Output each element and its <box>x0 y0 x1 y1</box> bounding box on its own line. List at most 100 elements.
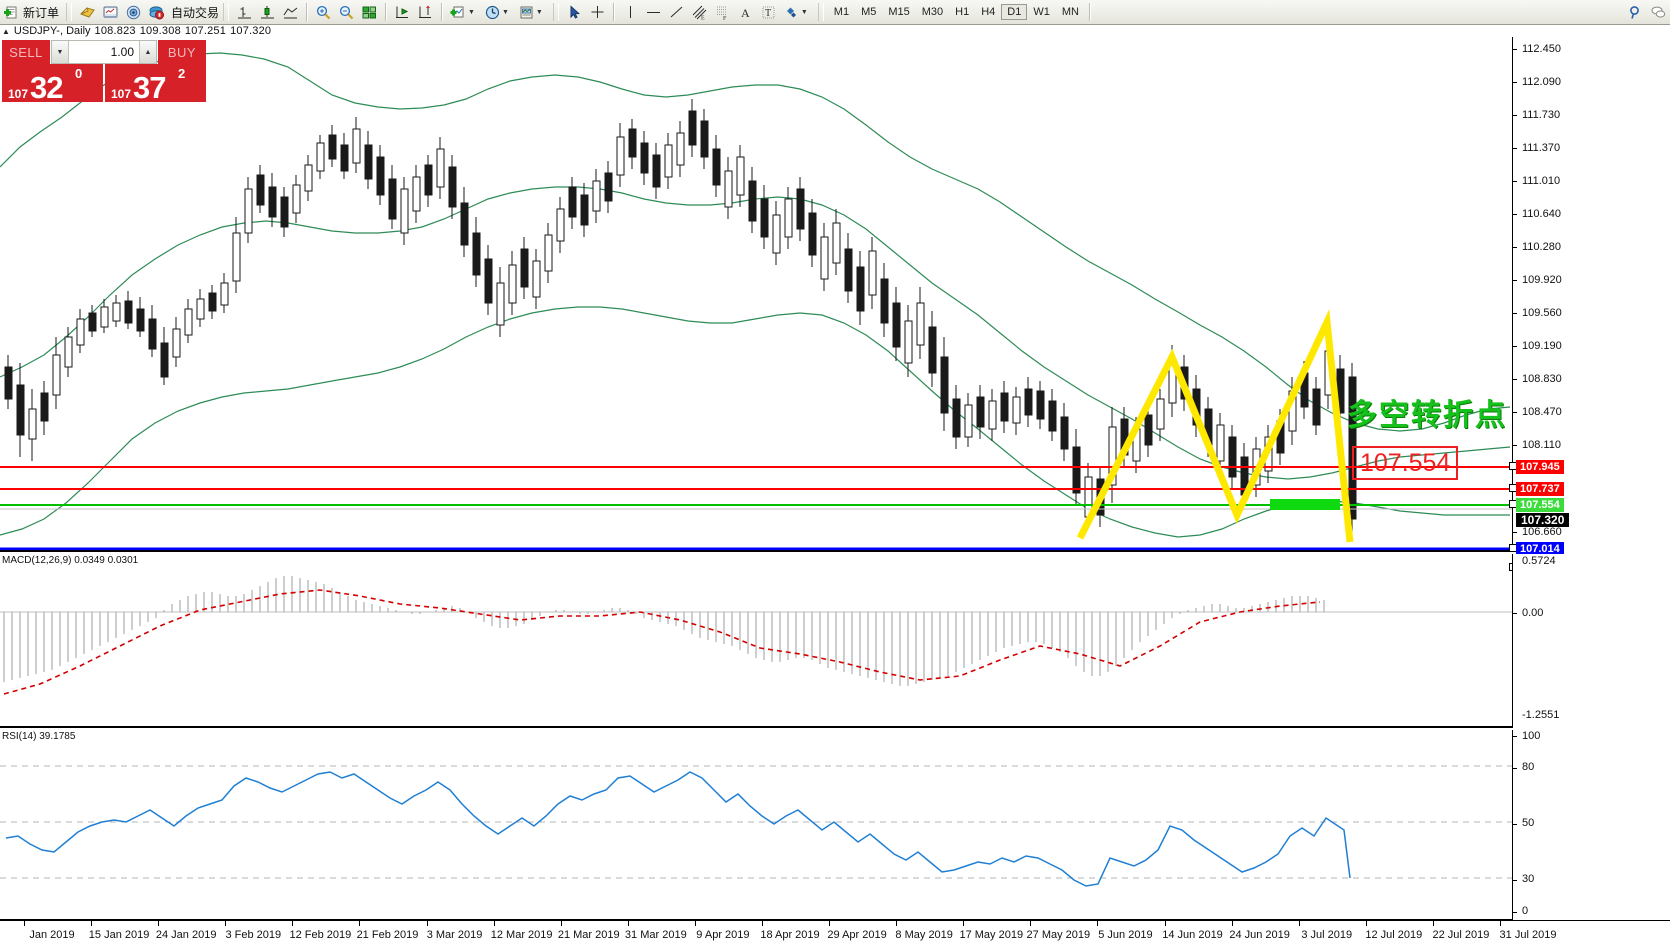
price-tick-108470: 108.470 <box>1522 406 1562 418</box>
bar-chart-button[interactable] <box>233 1 256 23</box>
cursor-button[interactable] <box>563 1 586 23</box>
candlestick-icon <box>259 4 276 21</box>
svg-text:F: F <box>723 16 727 21</box>
price-tick-106660: 106.660 <box>1522 526 1562 538</box>
timeframe-h1[interactable]: H1 <box>955 6 970 18</box>
toolbar-sep-2 <box>385 3 388 21</box>
periods-caret-icon[interactable]: ▼ <box>501 8 509 16</box>
fibonacci-icon: F <box>714 4 731 21</box>
timeframe-m15[interactable]: M15 <box>888 6 910 18</box>
sell-button[interactable]: SELL <box>2 40 50 64</box>
arrows-caret-icon[interactable]: ▼ <box>800 8 808 16</box>
line-chart-button[interactable] <box>279 1 302 23</box>
auto-scroll-button[interactable] <box>391 1 414 23</box>
date-label-21: 22 Jul 2019 <box>1432 929 1490 941</box>
market-watch-button[interactable] <box>99 1 122 23</box>
price-tick-109920: 109.920 <box>1522 274 1562 286</box>
date-tick-20 <box>1365 921 1367 926</box>
fibonacci-button[interactable]: F <box>711 1 734 23</box>
support-level-green-badge[interactable]: 107.554 <box>1516 498 1564 512</box>
indicators-button[interactable]: ▼ <box>447 1 481 23</box>
zoom-out-button[interactable] <box>335 1 358 23</box>
buy-price-display[interactable]: 107 37 2 <box>105 64 206 105</box>
candlestick-button[interactable] <box>256 1 279 23</box>
periods-button[interactable]: ▼ <box>481 1 515 23</box>
date-tick-1 <box>91 921 93 926</box>
date-label-16: 5 Jun 2019 <box>1098 929 1153 941</box>
sell-price-display[interactable]: 107 32 0 <box>2 64 103 105</box>
new-order-button[interactable]: 新订单 <box>0 1 62 23</box>
text-label-button[interactable]: A <box>734 1 757 23</box>
date-tick-6 <box>426 921 428 926</box>
charts-icon <box>79 4 96 21</box>
toolbar-grip-4 <box>817 3 824 21</box>
tile-windows-button[interactable] <box>358 1 381 23</box>
volume-stepper[interactable]: ▼ 1.00 ▲ <box>51 40 157 64</box>
volume-decrement-icon[interactable]: ▼ <box>52 41 69 63</box>
templates-caret-icon[interactable]: ▼ <box>535 8 543 16</box>
svg-text:T: T <box>765 8 771 19</box>
timeframe-m1[interactable]: M1 <box>833 6 850 18</box>
date-label-19: 3 Jul 2019 <box>1301 929 1353 941</box>
date-label-2: 24 Jan 2019 <box>155 929 217 941</box>
chat-button[interactable] <box>1647 1 1670 23</box>
macd-label: MACD(12,26,9) 0.0349 0.0301 <box>2 555 139 566</box>
navigator-button[interactable] <box>122 1 145 23</box>
price-tick-112450: 112.450 <box>1522 43 1561 55</box>
new-order-label: 新订单 <box>23 5 60 20</box>
rsi-tick-0: 0 <box>1522 905 1529 917</box>
chart-shift-button[interactable] <box>414 1 437 23</box>
date-label-20: 12 Jul 2019 <box>1365 929 1423 941</box>
equidistant-channel-button[interactable]: E <box>688 1 711 23</box>
date-label-10: 9 Apr 2019 <box>696 929 750 941</box>
collapse-triangle-icon[interactable]: ▲ <box>2 26 10 36</box>
date-label-11: 18 Apr 2019 <box>760 929 820 941</box>
templates-button[interactable]: ▼ <box>515 1 549 23</box>
indicators-caret-icon[interactable]: ▼ <box>468 8 475 16</box>
date-tick-10 <box>694 921 696 926</box>
horizontal-line-button[interactable] <box>642 1 665 23</box>
date-axis[interactable]: Jan 2019 15 Jan 2019 24 Jan 2019 3 Feb 2019… <box>0 920 1670 951</box>
zoom-in-button[interactable] <box>312 1 335 23</box>
price-chart-pane[interactable] <box>0 37 1512 552</box>
toolbar-sep-3 <box>441 3 444 21</box>
line-chart-icon <box>282 4 299 21</box>
macd-histogram <box>3 576 1325 686</box>
volume-value[interactable]: 1.00 <box>110 45 134 59</box>
crosshair-icon <box>589 4 606 21</box>
blue-level-1-badge[interactable]: 107.014 <box>1516 542 1564 556</box>
macd-axis[interactable]: 0.5724 0.00 -1.2551 <box>1512 554 1670 728</box>
arrows-button[interactable]: ▼ <box>780 1 814 23</box>
date-label-4: 12 Feb 2019 <box>289 929 352 941</box>
timeframe-m5[interactable]: M5 <box>861 6 877 18</box>
timeframe-w1[interactable]: W1 <box>1033 6 1050 18</box>
resistance-level-1-badge[interactable]: 107.945 <box>1516 460 1564 474</box>
equidistant-channel-icon: E <box>691 4 708 21</box>
resistance-level-2-badge[interactable]: 107.737 <box>1516 482 1564 496</box>
svg-text:E: E <box>701 15 705 21</box>
autotrading-label[interactable]: 自动交易 <box>171 5 220 20</box>
buy-button[interactable]: BUY <box>158 40 206 64</box>
rsi-tick-100: 100 <box>1522 730 1541 742</box>
trendline-button[interactable] <box>665 1 688 23</box>
symbol-label: USDJPY-, Daily <box>13 25 91 37</box>
terminal-button[interactable] <box>145 1 168 23</box>
crosshair-button[interactable] <box>586 1 609 23</box>
search-button[interactable] <box>1624 1 1647 23</box>
timeframe-m30[interactable]: M30 <box>921 6 944 18</box>
macd-pane[interactable]: MACD(12,26,9) 0.0349 0.0301 <box>0 554 1512 728</box>
text-button[interactable]: T <box>757 1 780 23</box>
quote-high: 109.308 <box>139 25 181 37</box>
rsi-axis[interactable]: 100 80 50 30 0 <box>1512 730 1670 920</box>
price-axis[interactable]: 112.450 112.090 111.730 111.370 111.010 … <box>1509 37 1670 575</box>
volume-increment-icon[interactable]: ▲ <box>139 41 156 63</box>
charts-button[interactable] <box>76 1 99 23</box>
cursor-icon <box>566 4 583 21</box>
one-click-trading-panel[interactable]: SELL ▼ 1.00 ▲ BUY 107 32 0 107 37 2 <box>2 40 206 105</box>
vertical-line-button[interactable] <box>619 1 642 23</box>
bollinger-lower-band <box>0 306 1510 538</box>
timeframe-d1[interactable]: D1 <box>1001 4 1028 20</box>
timeframe-h4[interactable]: H4 <box>981 6 996 18</box>
rsi-pane[interactable]: RSI(14) 39.1785 <box>0 730 1512 920</box>
timeframe-mn[interactable]: MN <box>1061 6 1079 18</box>
